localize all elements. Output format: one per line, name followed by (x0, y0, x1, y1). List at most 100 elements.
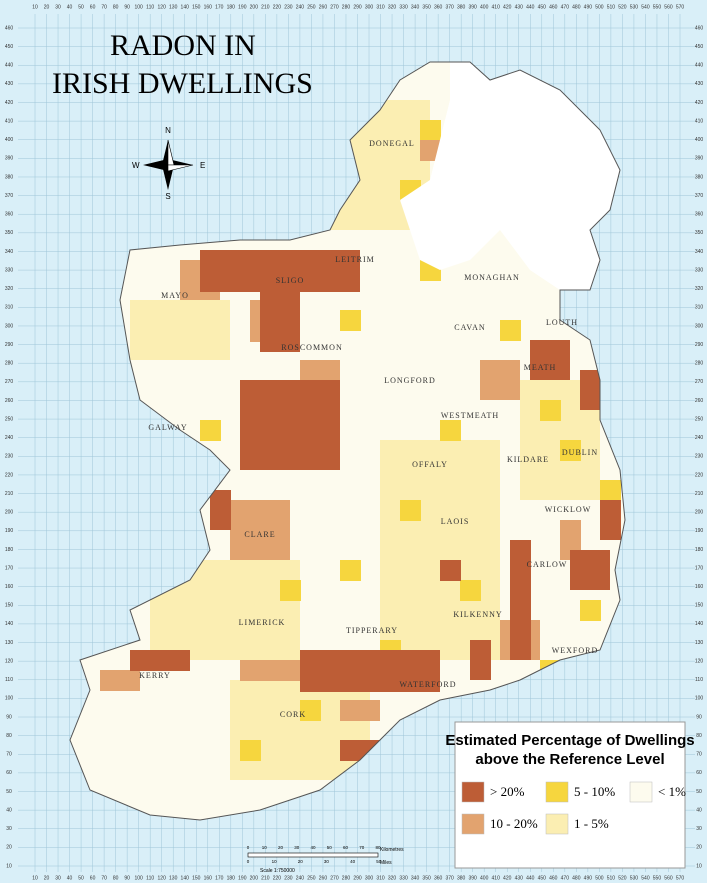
scale-ratio: Scale 1:750000 (260, 868, 295, 874)
x-tick-label: 120 (158, 4, 167, 10)
x-tick-label: 50 (78, 4, 84, 10)
y-tick-label: 160 (695, 584, 704, 590)
legend-label: 10 - 20% (490, 816, 538, 831)
x-tick-label: 270 (330, 875, 339, 881)
y-tick-label: 430 (5, 81, 14, 87)
y-tick-label: 440 (5, 63, 14, 69)
scale-tick: 50 (327, 845, 333, 850)
scale-tick: 40 (310, 845, 316, 850)
y-tick-label: 290 (695, 342, 704, 348)
legend-label: < 1% (658, 784, 686, 799)
x-tick-label: 400 (480, 4, 489, 10)
x-tick-label: 550 (653, 4, 662, 10)
y-tick-label: 420 (5, 100, 14, 106)
y-tick-label: 440 (695, 63, 704, 69)
y-tick-label: 90 (6, 714, 12, 720)
x-tick-label: 70 (101, 4, 107, 10)
scale-tick: 60 (343, 845, 349, 850)
x-tick-label: 480 (572, 4, 581, 10)
x-tick-label: 380 (457, 875, 466, 881)
y-tick-label: 70 (696, 752, 702, 758)
x-tick-label: 470 (561, 875, 570, 881)
y-tick-label: 220 (5, 472, 14, 478)
legend-title: Estimated Percentage of Dwellings (445, 732, 694, 749)
scale-tick: 50 (376, 859, 382, 864)
y-tick-label: 290 (5, 342, 14, 348)
x-tick-label: 340 (411, 875, 420, 881)
y-tick-label: 230 (695, 454, 704, 460)
county-label: GALWAY (148, 423, 187, 432)
y-tick-label: 50 (696, 789, 702, 795)
x-tick-label: 440 (526, 875, 535, 881)
x-tick-label: 330 (399, 875, 408, 881)
x-tick-label: 250 (307, 4, 316, 10)
scale-tick: 30 (324, 859, 330, 864)
x-tick-label: 110 (146, 4, 154, 10)
x-tick-label: 350 (422, 4, 431, 10)
y-tick-label: 150 (5, 603, 14, 609)
y-tick-label: 180 (695, 547, 704, 553)
x-tick-label: 560 (664, 875, 673, 881)
y-tick-label: 240 (695, 435, 704, 441)
county-label: CAVAN (454, 323, 485, 332)
county-label: DUBLIN (562, 448, 598, 457)
x-tick-label: 460 (549, 4, 558, 10)
county-label: TIPPERARY (346, 626, 398, 635)
x-tick-label: 430 (515, 875, 524, 881)
x-tick-label: 190 (238, 4, 247, 10)
x-tick-label: 320 (388, 875, 397, 881)
scale-tick: 30 (294, 845, 300, 850)
county-label: OFFALY (412, 460, 448, 469)
y-tick-label: 370 (695, 193, 704, 199)
y-tick-label: 40 (6, 807, 12, 813)
y-tick-label: 350 (695, 230, 704, 236)
y-tick-label: 150 (695, 603, 704, 609)
y-tick-label: 450 (5, 44, 14, 50)
y-tick-label: 210 (695, 491, 704, 497)
county-label: KERRY (139, 671, 171, 680)
y-tick-label: 300 (695, 323, 704, 329)
y-tick-label: 280 (5, 361, 14, 367)
county-label: WESTMEATH (441, 411, 499, 420)
x-tick-label: 360 (434, 4, 443, 10)
legend-title: above the Reference Level (475, 751, 664, 768)
y-tick-label: 10 (6, 863, 12, 869)
x-tick-label: 460 (549, 875, 558, 881)
x-tick-label: 520 (618, 4, 627, 10)
y-tick-label: 330 (5, 267, 14, 273)
y-tick-label: 60 (6, 770, 12, 776)
y-tick-label: 370 (5, 193, 14, 199)
x-tick-label: 280 (342, 4, 351, 10)
county-label: CARLOW (527, 560, 568, 569)
scale-unit: Miles (380, 860, 392, 866)
x-tick-label: 180 (227, 875, 236, 881)
x-tick-label: 550 (653, 875, 662, 881)
y-tick-label: 200 (5, 510, 14, 516)
x-tick-label: 310 (376, 4, 385, 10)
y-tick-label: 380 (5, 174, 14, 180)
y-tick-label: 120 (695, 658, 704, 664)
x-tick-label: 20 (44, 875, 50, 881)
x-tick-label: 210 (261, 875, 270, 881)
y-tick-label: 310 (5, 305, 14, 311)
x-tick-label: 340 (411, 4, 420, 10)
y-tick-label: 400 (5, 137, 14, 143)
county-label: MAYO (161, 291, 189, 300)
x-tick-label: 500 (595, 875, 604, 881)
y-tick-label: 430 (695, 81, 704, 87)
y-tick-label: 30 (6, 826, 12, 832)
y-tick-label: 60 (696, 770, 702, 776)
x-tick-label: 370 (445, 875, 454, 881)
x-tick-label: 420 (503, 4, 512, 10)
x-tick-label: 520 (618, 875, 627, 881)
y-tick-label: 30 (696, 826, 702, 832)
x-tick-label: 390 (469, 875, 478, 881)
x-tick-label: 290 (353, 4, 362, 10)
y-tick-label: 340 (695, 249, 704, 255)
y-tick-label: 310 (695, 305, 704, 311)
scale-bar: Kilometres Miles Scale 1:750000 0 10 20 30 4… (247, 845, 404, 874)
x-tick-label: 290 (353, 875, 362, 881)
x-tick-label: 190 (238, 875, 247, 881)
y-tick-label: 90 (696, 714, 702, 720)
y-tick-label: 50 (6, 789, 12, 795)
